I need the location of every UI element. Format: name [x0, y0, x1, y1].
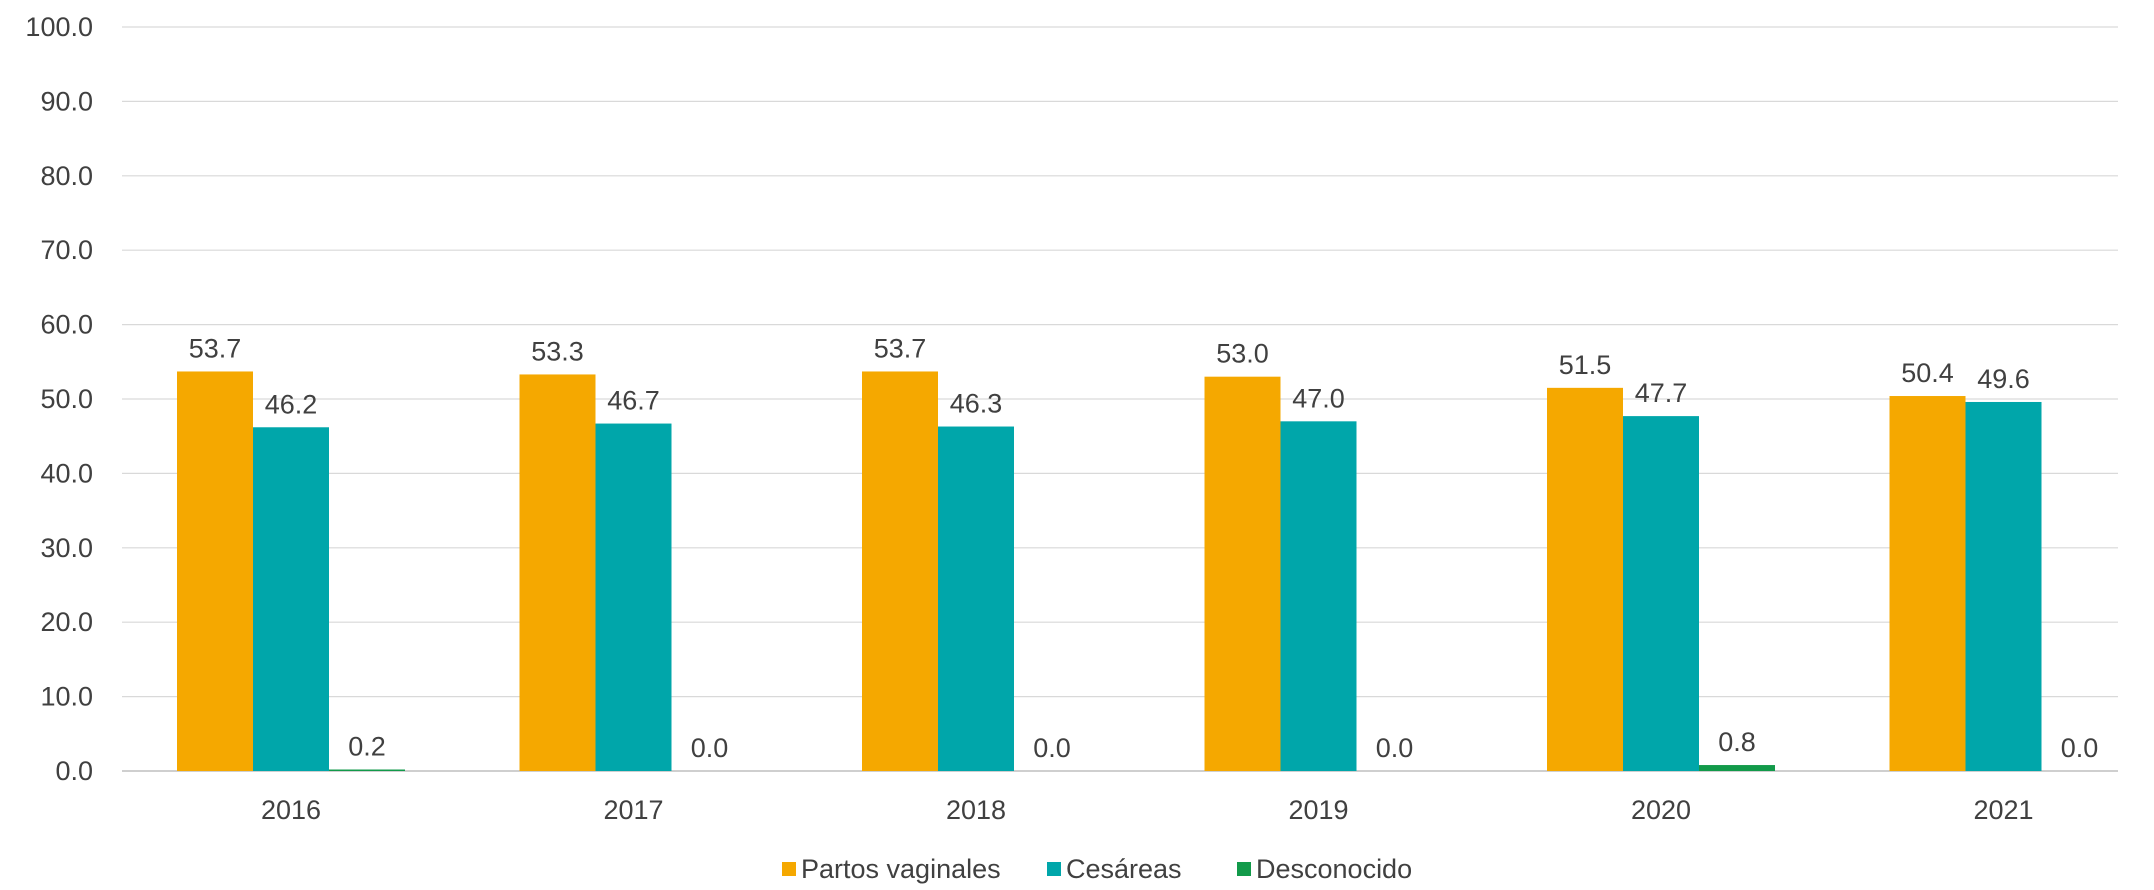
- y-tick-label: 60.0: [40, 310, 93, 340]
- bar: [595, 423, 672, 771]
- legend-swatch: [782, 862, 796, 876]
- data-label: 46.3: [950, 389, 1003, 419]
- bar: [329, 769, 405, 771]
- legend-label: Partos vaginales: [801, 854, 1001, 884]
- y-tick-label: 50.0: [40, 384, 93, 414]
- bar: [1547, 387, 1623, 771]
- data-label: 0.0: [2061, 733, 2099, 763]
- data-label: 49.6: [1977, 364, 2030, 394]
- bar: [177, 371, 253, 771]
- legend-swatch: [1047, 862, 1061, 876]
- bar: [862, 371, 938, 771]
- bar: [1889, 396, 1966, 771]
- y-axis: 0.0 10.0 20.0 30.0 40.0 50.0 60.0 70.0 80.0 90.0 1…: [25, 12, 93, 786]
- bar: [253, 427, 329, 771]
- y-tick-label: 20.0: [40, 607, 93, 637]
- bar: [1204, 376, 1281, 771]
- legend: Partos vaginales Cesáreas Desconocido: [782, 854, 1412, 884]
- y-tick-label: 90.0: [40, 86, 93, 116]
- data-labels: 53.7 46.2 0.2 53.3 46.7 0.0 53.7 46.3 0.0 53.0 47.…: [189, 333, 2099, 763]
- data-label: 46.7: [607, 386, 660, 416]
- data-label: 0.2: [348, 732, 386, 762]
- data-label: 0.0: [691, 733, 729, 763]
- legend-label: Desconocido: [1256, 854, 1412, 884]
- legend-label: Cesáreas: [1066, 854, 1182, 884]
- x-tick-label: 2020: [1631, 795, 1691, 825]
- bar: [1623, 416, 1699, 771]
- data-label: 0.8: [1718, 727, 1756, 757]
- data-label: 53.7: [874, 333, 927, 363]
- bar: [1965, 401, 2042, 771]
- y-tick-label: 10.0: [40, 682, 93, 712]
- data-label: 53.0: [1216, 339, 1269, 369]
- y-tick-label: 70.0: [40, 235, 93, 265]
- y-tick-label: 100.0: [25, 12, 93, 42]
- data-label: 53.3: [531, 336, 584, 366]
- x-tick-label: 2016: [261, 795, 321, 825]
- x-tick-label: 2018: [946, 795, 1006, 825]
- bar: [1280, 421, 1357, 771]
- legend-swatch: [1237, 862, 1251, 876]
- bar: [1699, 765, 1775, 771]
- bar: [938, 426, 1014, 771]
- x-tick-label: 2019: [1288, 795, 1348, 825]
- data-label: 51.5: [1559, 350, 1612, 380]
- bar: [519, 374, 596, 771]
- data-label: 47.7: [1635, 378, 1688, 408]
- data-label: 53.7: [189, 333, 242, 363]
- data-label: 46.2: [265, 389, 318, 419]
- y-tick-label: 40.0: [40, 458, 93, 488]
- data-label: 50.4: [1901, 358, 1954, 388]
- x-tick-label: 2017: [603, 795, 663, 825]
- y-tick-label: 0.0: [55, 756, 93, 786]
- y-tick-label: 80.0: [40, 161, 93, 191]
- bars: [177, 371, 2042, 771]
- x-axis: 2016 2017 2018 2019 2020 2021: [261, 795, 2034, 825]
- gridlines: [122, 26, 2118, 772]
- x-tick-label: 2021: [1973, 795, 2033, 825]
- y-tick-label: 30.0: [40, 533, 93, 563]
- data-label: 0.0: [1033, 733, 1071, 763]
- data-label: 0.0: [1376, 733, 1414, 763]
- data-label: 47.0: [1292, 383, 1345, 413]
